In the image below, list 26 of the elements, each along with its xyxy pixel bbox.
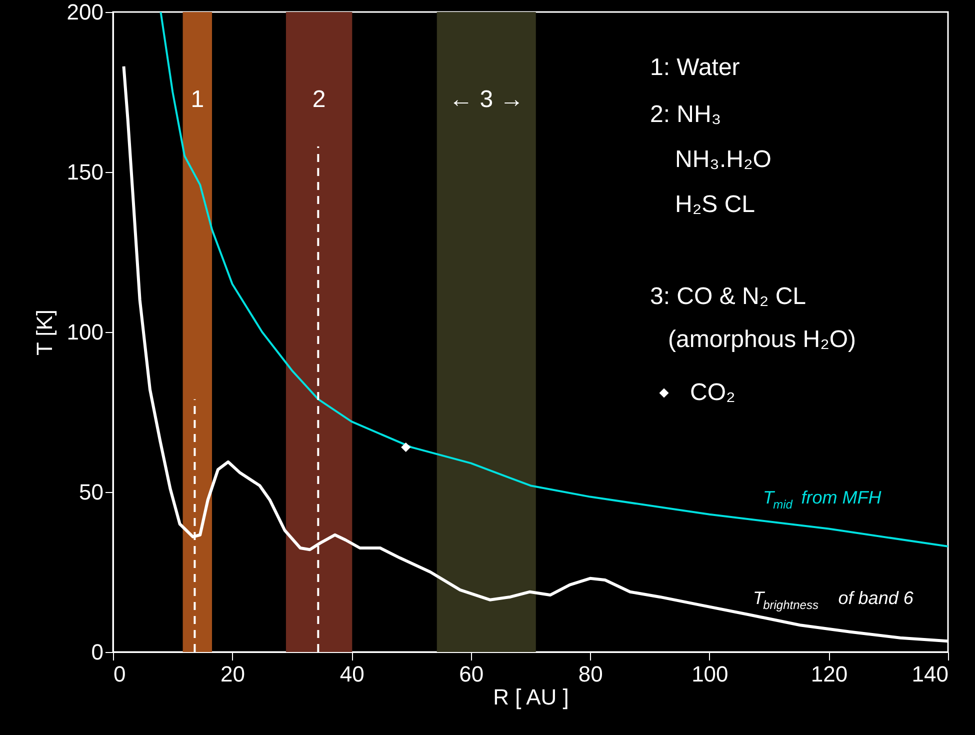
annotation: 3: CO & N₂ CL <box>650 283 806 310</box>
annotation: (amorphous H₂O) <box>668 326 856 353</box>
x-tick-label: 60 <box>459 662 484 686</box>
line-series <box>160 12 948 548</box>
annotation: H₂S CL <box>675 191 756 218</box>
x-tick-label: 120 <box>810 662 848 686</box>
y-axis-title: T [K] <box>32 309 57 356</box>
y-tick-label: 150 <box>66 160 104 184</box>
x-axis-title: R [ AU ] <box>493 684 569 710</box>
band-label: 1 <box>190 86 204 113</box>
annotation: 2: NH₃ <box>650 101 722 128</box>
x-tick-label: 20 <box>220 662 246 686</box>
y-tick-label: 50 <box>79 480 104 504</box>
x-tick-label: 80 <box>578 662 603 686</box>
x-tick-label: 40 <box>340 662 364 686</box>
legend-label: CO₂ <box>690 379 736 406</box>
annotation: 1: Water <box>650 54 740 81</box>
y-tick-label: 100 <box>66 320 104 344</box>
band-label: ← 3 → <box>449 86 524 113</box>
y-tick-label: 200 <box>66 0 104 24</box>
annotation: NH₃.H₂O <box>675 146 772 173</box>
x-tick-label: 0 <box>114 662 126 686</box>
x-tick-label: 100 <box>692 662 728 686</box>
y-tick-label: 0 <box>91 640 104 664</box>
band-label: 2 <box>312 86 326 113</box>
x-tick-label: 140 <box>912 662 948 686</box>
